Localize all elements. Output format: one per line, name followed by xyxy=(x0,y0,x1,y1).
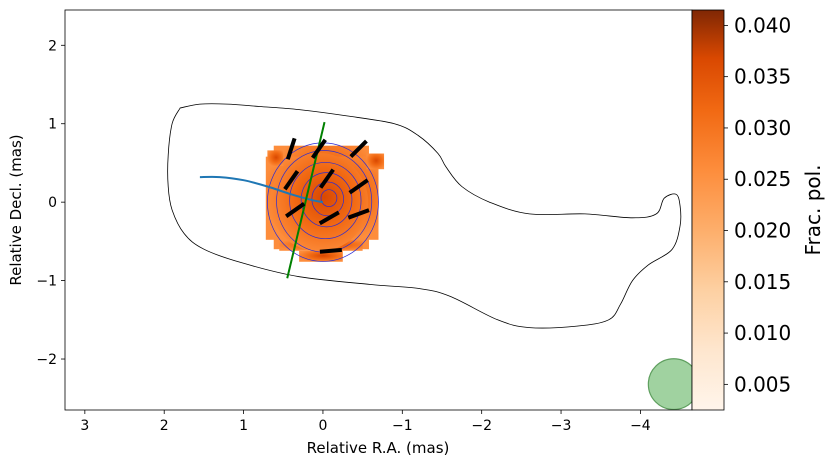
x-tick-label: 2 xyxy=(160,418,169,434)
evpa-vector xyxy=(347,208,370,220)
outer-intensity-contour xyxy=(167,103,682,329)
data-layer xyxy=(167,103,692,410)
colorbar-tick-label: 0.020 xyxy=(734,219,791,243)
colorbar-label: Frac. pol. xyxy=(801,164,825,255)
evpa-vector xyxy=(318,210,340,226)
x-tick-label: 1 xyxy=(239,418,248,434)
polarized-intensity-contour xyxy=(311,181,344,217)
y-tick-label: 1 xyxy=(48,117,57,133)
y-tick-label: −1 xyxy=(36,274,57,290)
colorbar-tick-label: 0.035 xyxy=(734,65,791,89)
x-tick-label: −2 xyxy=(471,418,492,434)
jet-ridge-line xyxy=(199,175,324,204)
polarized-intensity-contour xyxy=(320,189,338,207)
evpa-vector xyxy=(319,247,343,254)
x-tick-label: 3 xyxy=(80,418,89,434)
y-tick-label: 0 xyxy=(48,195,57,211)
evpa-vector xyxy=(311,138,327,159)
evpa-vector xyxy=(285,202,306,218)
x-axis-ticks: 3 2 1 0 −1 −2 −3 −4 xyxy=(80,410,651,434)
colorbar-ticks: 0.005 0.010 0.015 0.020 0.025 0.030 0.035 0.040 xyxy=(724,13,791,396)
x-tick-label: −4 xyxy=(630,418,651,434)
evpa-vector xyxy=(348,178,369,195)
polarized-intensity-contour xyxy=(289,162,362,240)
colorbar-tick-label: 0.005 xyxy=(734,372,791,396)
colorbar: 0.005 0.010 0.015 0.020 0.025 0.030 0.035 0.040… xyxy=(691,9,825,411)
y-axis-ticks: 2 1 0 −1 −2 xyxy=(36,38,65,368)
colorbar-tick-label: 0.010 xyxy=(734,321,791,345)
y-tick-label: 2 xyxy=(48,38,57,54)
evpa-vector xyxy=(283,170,300,191)
frac-pol-pixel-block xyxy=(299,250,343,262)
colorbar-tick-label: 0.015 xyxy=(734,270,791,294)
x-tick-label: 0 xyxy=(318,418,327,434)
y-axis-label: Relative Decl. (mas) xyxy=(7,134,25,285)
colorbar-tick-label: 0.025 xyxy=(734,167,791,191)
x-tick-label: −1 xyxy=(392,418,413,434)
evpa-vector xyxy=(285,137,297,160)
frac-pol-pixel-block xyxy=(267,150,284,167)
evpa-vector xyxy=(318,168,335,189)
colorbar-gradient xyxy=(691,9,725,411)
frac-pol-pixel-block xyxy=(366,153,385,170)
polarized-intensity-contour xyxy=(300,172,353,228)
beam-ellipse xyxy=(647,358,692,410)
colorbar-tick-label: 0.040 xyxy=(734,13,791,37)
evpa-vector xyxy=(349,139,368,159)
x-axis-label: Relative R.A. (mas) xyxy=(307,439,450,457)
plot-area xyxy=(64,9,693,411)
y-tick-label: −2 xyxy=(36,352,57,368)
x-tick-label: −3 xyxy=(551,418,572,434)
colorbar-tick-label: 0.030 xyxy=(734,116,791,140)
